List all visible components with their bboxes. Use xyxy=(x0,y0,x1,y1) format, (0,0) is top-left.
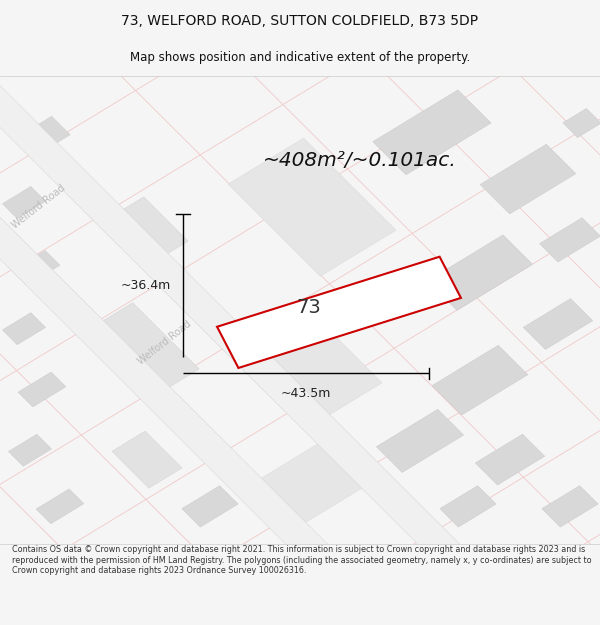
Polygon shape xyxy=(563,108,600,138)
Polygon shape xyxy=(2,186,46,219)
Polygon shape xyxy=(36,489,84,524)
Text: Contains OS data © Crown copyright and database right 2021. This information is : Contains OS data © Crown copyright and d… xyxy=(12,545,592,575)
Polygon shape xyxy=(12,251,60,286)
Polygon shape xyxy=(440,486,496,527)
Polygon shape xyxy=(523,299,593,349)
Polygon shape xyxy=(217,257,461,368)
Polygon shape xyxy=(376,409,464,472)
Polygon shape xyxy=(106,197,188,264)
Polygon shape xyxy=(242,309,382,423)
Polygon shape xyxy=(112,431,182,488)
Polygon shape xyxy=(432,345,528,415)
Polygon shape xyxy=(542,486,598,527)
Polygon shape xyxy=(262,444,362,522)
Polygon shape xyxy=(373,90,491,175)
Text: Map shows position and indicative extent of the property.: Map shows position and indicative extent… xyxy=(130,51,470,64)
Text: Welford Road: Welford Road xyxy=(136,319,194,366)
Polygon shape xyxy=(14,116,70,158)
Polygon shape xyxy=(2,312,46,345)
Polygon shape xyxy=(475,434,545,485)
Polygon shape xyxy=(539,217,600,262)
Polygon shape xyxy=(0,0,454,625)
Polygon shape xyxy=(480,144,576,214)
Text: Welford Road: Welford Road xyxy=(10,183,68,231)
Polygon shape xyxy=(95,302,199,392)
Polygon shape xyxy=(0,0,586,625)
Text: ~36.4m: ~36.4m xyxy=(121,279,171,292)
Polygon shape xyxy=(8,434,52,466)
Text: 73, WELFORD ROAD, SUTTON COLDFIELD, B73 5DP: 73, WELFORD ROAD, SUTTON COLDFIELD, B73 … xyxy=(121,14,479,28)
Polygon shape xyxy=(18,372,66,407)
Polygon shape xyxy=(228,138,396,276)
Polygon shape xyxy=(427,235,533,311)
Text: ~43.5m: ~43.5m xyxy=(281,387,331,400)
Text: ~408m²/~0.101ac.: ~408m²/~0.101ac. xyxy=(263,151,457,170)
Text: 73: 73 xyxy=(296,298,322,317)
Polygon shape xyxy=(182,486,238,527)
